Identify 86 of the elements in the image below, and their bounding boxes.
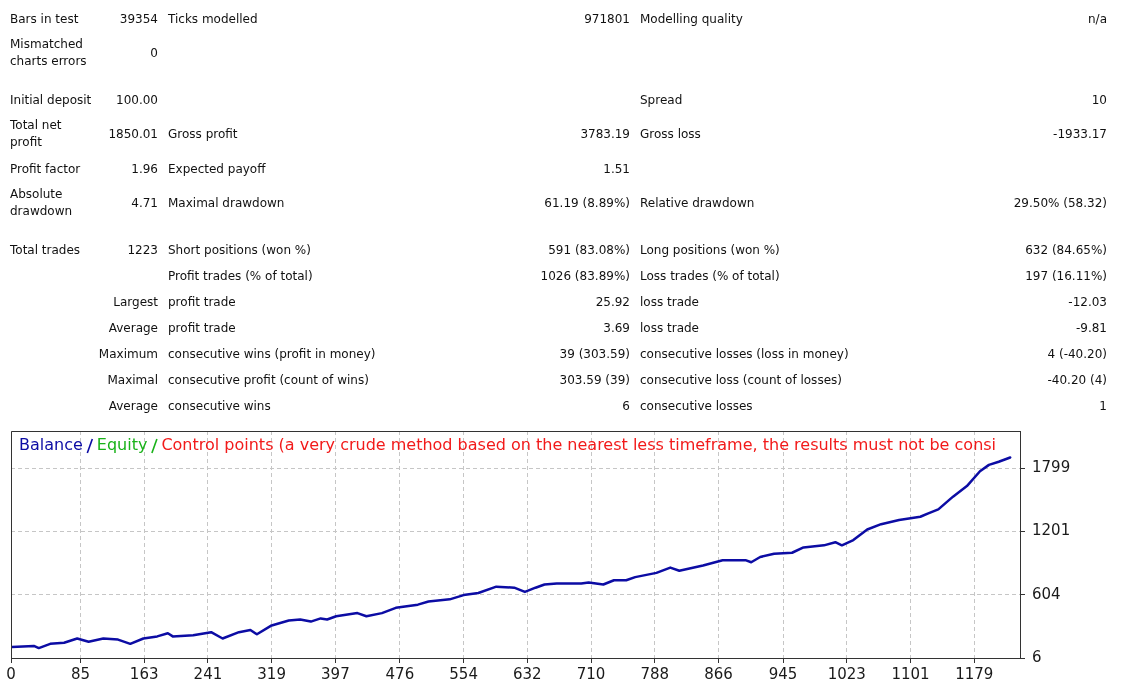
text: Total trades xyxy=(10,241,82,259)
text: 1850.01 xyxy=(108,125,158,143)
text: Profit trades (% of total) xyxy=(168,267,313,285)
text: Average xyxy=(108,397,158,415)
text: Bars in test xyxy=(10,10,80,28)
text: Relative drawdown xyxy=(640,194,755,212)
text: profit trade xyxy=(168,319,236,337)
text: Mismatched charts errors xyxy=(10,36,88,70)
text: 591 (83.08%) xyxy=(548,241,630,259)
x-tick-label: 476 xyxy=(385,664,415,683)
text: Maximal drawdown xyxy=(168,194,285,212)
text: Loss trades (% of total) xyxy=(640,267,780,285)
text: loss trade xyxy=(640,319,699,337)
text: 6 xyxy=(622,397,630,415)
text: Short positions (won %) xyxy=(168,241,311,259)
x-tick-label: 1101 xyxy=(891,664,930,683)
x-tick-label: 1023 xyxy=(827,664,866,683)
legend-label: Equity xyxy=(96,435,148,455)
text: consecutive profit (count of wins) xyxy=(168,371,369,389)
text: -40.20 (4) xyxy=(1047,371,1107,389)
text: Maximal xyxy=(107,371,158,389)
legend-label: Balance xyxy=(19,435,83,455)
text: 100.00 xyxy=(116,91,158,109)
text: Ticks modelled xyxy=(168,10,258,28)
annotation: Control points (a very crude method based on the nearest less timeframe, the results must not be consi xyxy=(161,435,997,455)
text: consecutive loss (count of losses) xyxy=(640,371,842,389)
y-tick-label: 604 xyxy=(1032,584,1061,603)
x-tick-label: 85 xyxy=(70,664,90,683)
text: 4.71 xyxy=(131,194,158,212)
x-tick-label: 163 xyxy=(129,664,159,683)
x-tick-label: 632 xyxy=(513,664,542,683)
text: Maximum xyxy=(98,345,158,363)
text: 3783.19 xyxy=(580,125,630,143)
text: 61.19 (8.89%) xyxy=(544,194,630,212)
text: consecutive wins xyxy=(168,397,271,415)
text: 39 (303.59) xyxy=(559,345,630,363)
text: -12.03 xyxy=(1068,293,1107,311)
text: Expected payoff xyxy=(168,160,266,178)
text: consecutive losses (loss in money) xyxy=(640,345,849,363)
text: profit trade xyxy=(168,293,236,311)
y-tick-label: 1799 xyxy=(1032,458,1071,477)
x-tick-label: 319 xyxy=(257,664,286,683)
text: 29.50% (58.32) xyxy=(1013,194,1107,212)
y-tick-label: 1201 xyxy=(1032,521,1071,540)
text: n/a xyxy=(1087,10,1107,28)
x-tick-label: 945 xyxy=(768,664,798,683)
text: 1026 (83.89%) xyxy=(540,267,630,285)
x-tick-label: 0 xyxy=(6,664,16,683)
x-tick-label: 866 xyxy=(704,664,733,683)
text: 303.59 (39) xyxy=(559,371,630,389)
text: Gross loss xyxy=(640,125,701,143)
text: 1.96 xyxy=(131,160,158,178)
text: Modelling quality xyxy=(640,10,743,28)
x-tick-label: 710 xyxy=(576,664,606,683)
text: 632 (84.65%) xyxy=(1025,241,1107,259)
text: 10 xyxy=(1091,91,1107,109)
text: Total net profit xyxy=(10,117,63,151)
text: Profit factor xyxy=(10,160,82,178)
x-tick-label: 1179 xyxy=(955,664,994,683)
text: Long positions (won %) xyxy=(640,241,780,259)
text: 1 xyxy=(1099,397,1107,415)
text: 4 (-40.20) xyxy=(1047,345,1107,363)
x-tick-label: 554 xyxy=(449,664,478,683)
x-tick-label: 397 xyxy=(321,664,350,683)
text: -1933.17 xyxy=(1053,125,1107,143)
x-tick-label: 788 xyxy=(640,664,670,683)
text: 971801 xyxy=(584,10,630,28)
text: 1223 xyxy=(127,241,158,259)
text: 25.92 xyxy=(595,293,630,311)
text: Average xyxy=(108,319,158,337)
text: -9.81 xyxy=(1075,319,1107,337)
text: 3.69 xyxy=(603,319,630,337)
x-tick-label: 241 xyxy=(193,664,223,683)
text: 39354 xyxy=(119,10,158,28)
text: Largest xyxy=(113,293,158,311)
text: loss trade xyxy=(640,293,699,311)
text: Spread xyxy=(640,91,683,109)
text: 1.51 xyxy=(603,160,630,178)
text: Absolute drawdown xyxy=(10,186,74,220)
text: 0 xyxy=(150,44,158,62)
text: consecutive wins (profit in money) xyxy=(168,345,376,363)
y-tick-label: 6 xyxy=(1032,647,1042,666)
text: consecutive losses xyxy=(640,397,753,415)
text: Gross profit xyxy=(168,125,238,143)
text: Initial deposit xyxy=(10,91,93,109)
text: 197 (16.11%) xyxy=(1025,267,1107,285)
